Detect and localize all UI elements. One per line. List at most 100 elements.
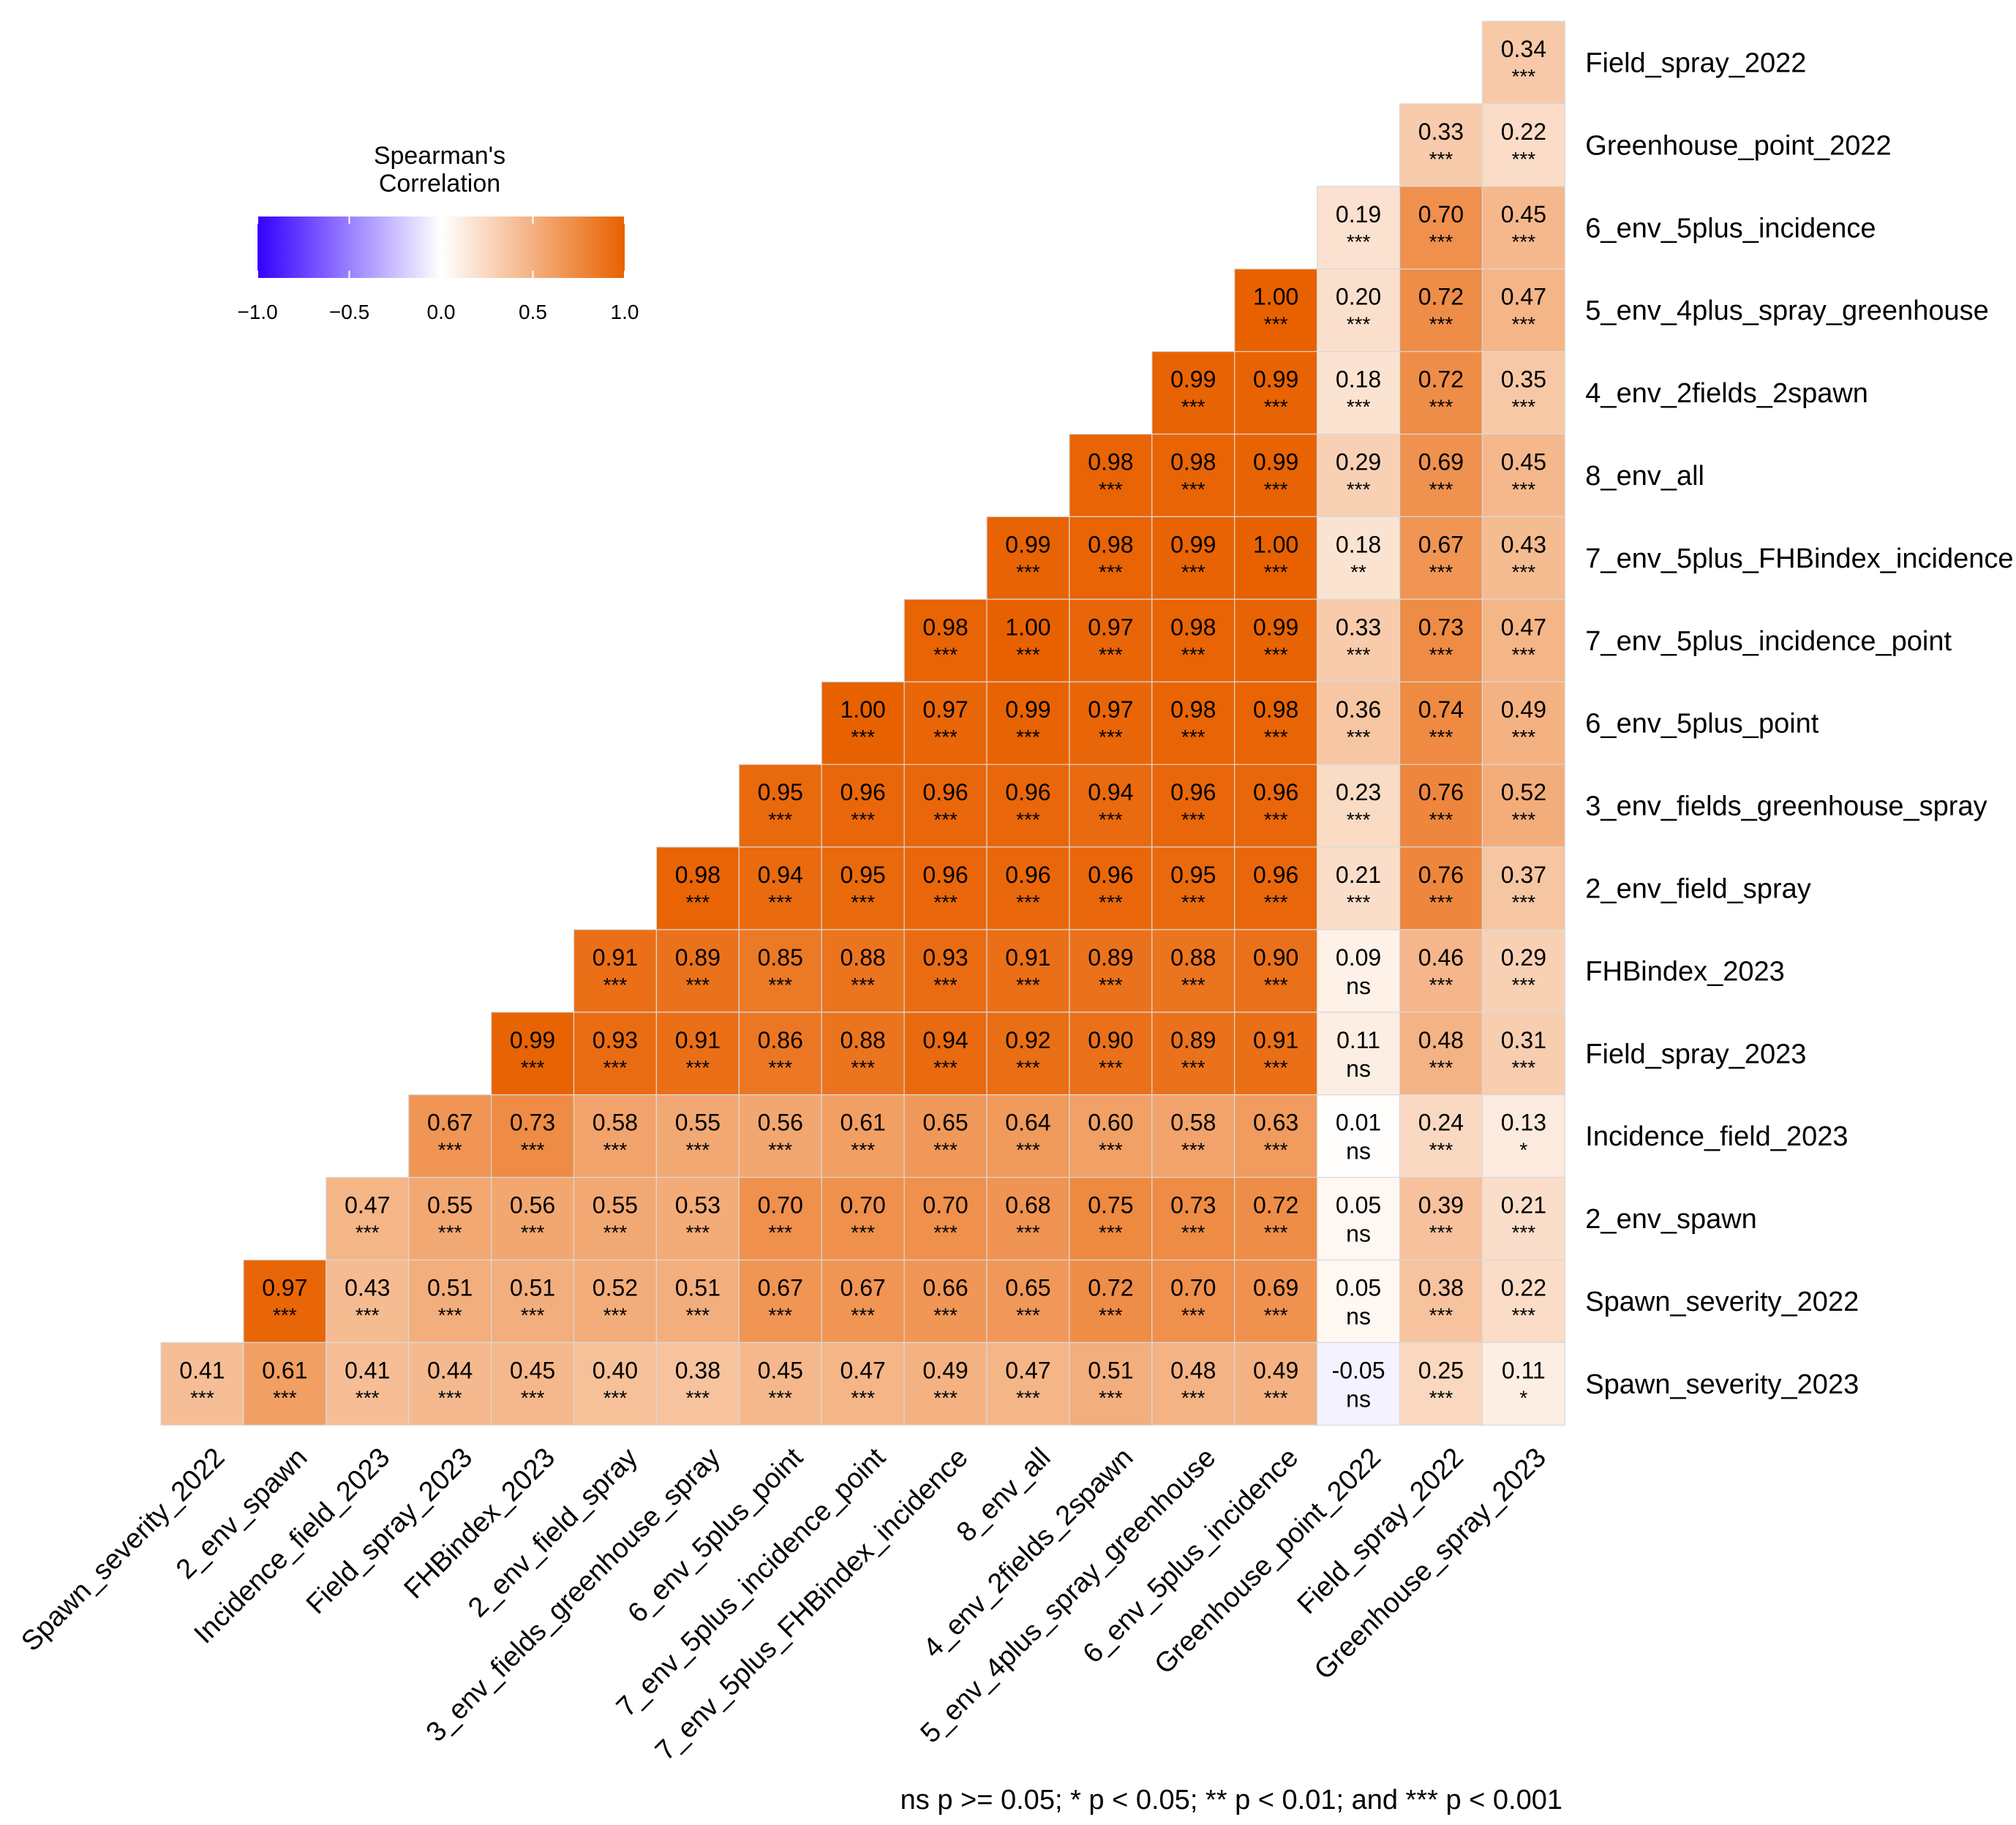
cell-significance-label: *** [1429, 643, 1453, 666]
heatmap-cell [326, 1259, 410, 1344]
cell-value-label: 0.67 [1418, 531, 1464, 557]
cell-value-label: 0.72 [1088, 1275, 1133, 1301]
heatmap-cell [1481, 1259, 1565, 1344]
cell-significance-label: *** [1347, 891, 1371, 914]
cell-value-label: 0.35 [1501, 366, 1546, 393]
cell-significance-label: *** [1016, 974, 1040, 996]
heatmap-cell [821, 681, 905, 765]
cell-value-label: -0.05 [1332, 1357, 1385, 1383]
heatmap-cell [1399, 1094, 1483, 1178]
cell-value-label: 0.47 [1501, 284, 1546, 310]
heatmap-cell [1481, 433, 1565, 518]
cell-value-label: 0.94 [758, 862, 803, 888]
heatmap-cell [573, 1342, 658, 1426]
cell-value-label: 0.67 [840, 1275, 886, 1301]
cell-significance-label: ** [1350, 560, 1366, 583]
x-axis-label: 3_env_fields_greenhouse_spray [421, 1442, 726, 1748]
heatmap-cell [1234, 764, 1318, 848]
heatmap-cell [986, 1176, 1070, 1261]
cell-significance-label: *** [1016, 808, 1040, 831]
y-axis-label: 5_env_4plus_spray_greenhouse [1585, 296, 1988, 326]
heatmap-cell [1481, 186, 1565, 270]
cell-significance-label: *** [1181, 808, 1206, 831]
heatmap-cell [903, 764, 988, 848]
cell-significance-label: *** [1099, 808, 1123, 831]
cell-significance-label: *** [1429, 726, 1453, 748]
cell-significance-label: *** [685, 891, 710, 914]
legend-tick-label: 0.0 [427, 301, 456, 323]
heatmap-cell [490, 1259, 575, 1344]
heatmap-cell [1399, 681, 1483, 765]
heatmap-cell [1399, 1012, 1483, 1096]
cell-value-label: 0.96 [1170, 779, 1216, 805]
cell-value-label: 0.94 [922, 1027, 968, 1053]
cell-value-label: 0.51 [510, 1275, 555, 1301]
cell-significance-label: *** [603, 1139, 628, 1162]
cell-significance-label: *** [851, 1139, 875, 1162]
cell-significance-label: *** [1099, 1304, 1123, 1327]
cell-value-label: 0.22 [1501, 118, 1546, 145]
cell-value-label: 0.94 [1088, 779, 1133, 805]
heatmap-cell [1316, 1259, 1401, 1344]
cell-value-label: 0.99 [1005, 696, 1050, 723]
cell-significance-label: *** [851, 1222, 875, 1244]
cell-value-label: 0.90 [1253, 944, 1298, 971]
cell-value-label: 0.60 [1088, 1110, 1133, 1136]
cell-significance-label: *** [1511, 974, 1535, 996]
cell-significance-label: *** [1181, 396, 1206, 418]
heatmap-cell [1151, 1259, 1235, 1344]
cell-value-label: 0.65 [1005, 1275, 1050, 1301]
heatmap-cell [1481, 268, 1565, 353]
y-axis-label: 7_env_5plus_incidence_point [1585, 626, 1952, 657]
heatmap-cell [655, 1176, 740, 1261]
cell-value-label: 0.96 [1253, 862, 1298, 888]
cell-significance-label: *** [685, 974, 710, 996]
heatmap-cell [1316, 929, 1401, 1013]
cell-significance-label: *** [1511, 313, 1535, 336]
cell-significance-label: *** [1264, 1056, 1288, 1079]
cell-value-label: 0.97 [1088, 614, 1133, 640]
y-axis-label: Incidence_field_2023 [1585, 1121, 1848, 1152]
heatmap-cell [1481, 1012, 1565, 1096]
y-axis-label: 2_env_field_spray [1585, 873, 1810, 904]
cell-significance-label: *** [438, 1304, 462, 1327]
cell-significance-label: *** [851, 1386, 875, 1409]
cell-significance-label: *** [933, 1386, 958, 1409]
heatmap-cell [1234, 516, 1318, 600]
cell-value-label: 0.31 [1501, 1027, 1546, 1053]
heatmap-cell [1234, 1012, 1318, 1096]
heatmap-cell [821, 846, 905, 930]
heatmap-cell [1234, 681, 1318, 765]
cell-significance-label: *** [1511, 396, 1535, 418]
cell-significance-label: *** [1347, 478, 1371, 501]
cell-significance-label: *** [1099, 478, 1123, 501]
heatmap-cell [1234, 846, 1318, 930]
cell-significance-label: *** [1181, 726, 1206, 748]
heatmap-cell [1069, 516, 1153, 600]
cell-value-label: 0.91 [675, 1027, 721, 1053]
cell-value-label: 0.58 [593, 1110, 638, 1136]
y-axis-label: 3_env_fields_greenhouse_spray [1585, 791, 1987, 822]
cell-significance-label: *** [1511, 726, 1535, 748]
cell-value-label: 0.47 [1501, 614, 1546, 640]
cell-value-label: 0.53 [675, 1192, 721, 1219]
heatmap-cell [655, 1342, 740, 1426]
cell-significance-label: *** [851, 1304, 875, 1327]
cell-significance-label: *** [521, 1304, 545, 1327]
cell-value-label: 0.39 [1418, 1192, 1464, 1219]
heatmap-cell [903, 681, 988, 765]
cell-value-label: 0.61 [262, 1357, 307, 1383]
cell-value-label: 0.49 [922, 1357, 968, 1383]
cell-value-label: 0.92 [1005, 1027, 1050, 1053]
heatmap-cell [986, 846, 1070, 930]
cell-value-label: 0.72 [1253, 1192, 1298, 1219]
cell-value-label: 0.33 [1418, 118, 1464, 145]
legend-tick-label: 0.5 [519, 301, 547, 323]
cell-value-label: 0.97 [262, 1275, 307, 1301]
cell-significance-label: *** [1511, 230, 1535, 253]
cell-significance-label: *** [933, 1056, 958, 1079]
cell-significance-label: *** [356, 1386, 380, 1409]
cell-significance-label: *** [1264, 891, 1288, 914]
heatmap-cell [1234, 1176, 1318, 1261]
heatmap-cell [986, 929, 1070, 1013]
